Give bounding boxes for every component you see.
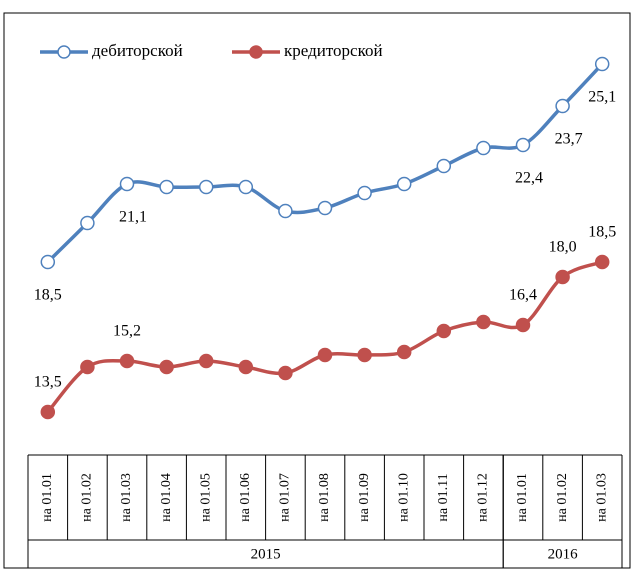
point: [396, 176, 412, 192]
point: [436, 158, 452, 174]
point: [476, 314, 491, 330]
point: [159, 179, 174, 195]
point: [278, 365, 293, 381]
x-tick-label: на 01.11: [436, 473, 451, 521]
point: [476, 140, 491, 156]
point: [238, 179, 254, 195]
point: [119, 176, 135, 192]
x-tick-label: на 01.01: [515, 473, 530, 522]
chart-frame: [3, 12, 631, 569]
data-label: 23,7: [555, 131, 583, 148]
x-tick-label: на 01.12: [476, 473, 491, 522]
group-label: 2015: [251, 546, 281, 562]
point: [317, 347, 333, 363]
x-tick-label: на 01.08: [317, 473, 332, 522]
point: [80, 359, 95, 375]
point: [159, 359, 174, 375]
series-line: [46, 62, 604, 264]
point: [40, 404, 56, 420]
legend-marker: [57, 45, 71, 59]
data-label: 13,5: [34, 374, 62, 391]
point: [357, 347, 372, 363]
point: [278, 203, 293, 219]
x-tick-label: на 01.03: [119, 473, 134, 522]
point: [80, 215, 95, 231]
x-tick-label: на 01.02: [555, 473, 570, 522]
x-tick-label: на 01.07: [278, 473, 293, 522]
x-tick-label: на 01.03: [594, 473, 609, 522]
data-label: 18,5: [588, 224, 616, 241]
point: [119, 353, 135, 369]
point: [555, 98, 570, 114]
x-tick-label: на 01.04: [159, 473, 174, 522]
legend-marker: [249, 45, 263, 59]
point: [317, 200, 333, 216]
point: [198, 179, 214, 195]
x-tick-label: на 01.06: [238, 473, 253, 522]
x-tick-label: на 01.10: [396, 473, 411, 522]
x-tick-label: на 01.02: [80, 473, 95, 522]
point: [515, 317, 531, 333]
point: [594, 56, 610, 72]
x-tick-label: на 01.05: [198, 473, 213, 522]
point: [515, 137, 531, 153]
point: [555, 269, 570, 285]
group-label: 2016: [548, 546, 579, 562]
x-tick-label: на 01.01: [40, 473, 55, 522]
data-label: 16,4: [509, 287, 537, 304]
data-label: 22,4: [515, 170, 543, 187]
point: [594, 254, 610, 270]
point: [357, 185, 372, 201]
data-label: 15,2: [113, 323, 141, 340]
data-label: 25,1: [588, 89, 616, 106]
data-label: 21,1: [119, 209, 147, 226]
data-label: 18,5: [34, 287, 62, 304]
point: [436, 323, 452, 339]
legend-label: кредиторской: [284, 41, 383, 60]
data-label: 18,0: [549, 239, 577, 256]
point: [396, 344, 412, 360]
point: [198, 353, 214, 369]
point: [40, 254, 56, 270]
x-tick-label: на 01.09: [357, 473, 372, 522]
point: [238, 359, 254, 375]
legend-label: дебиторской: [92, 41, 183, 60]
